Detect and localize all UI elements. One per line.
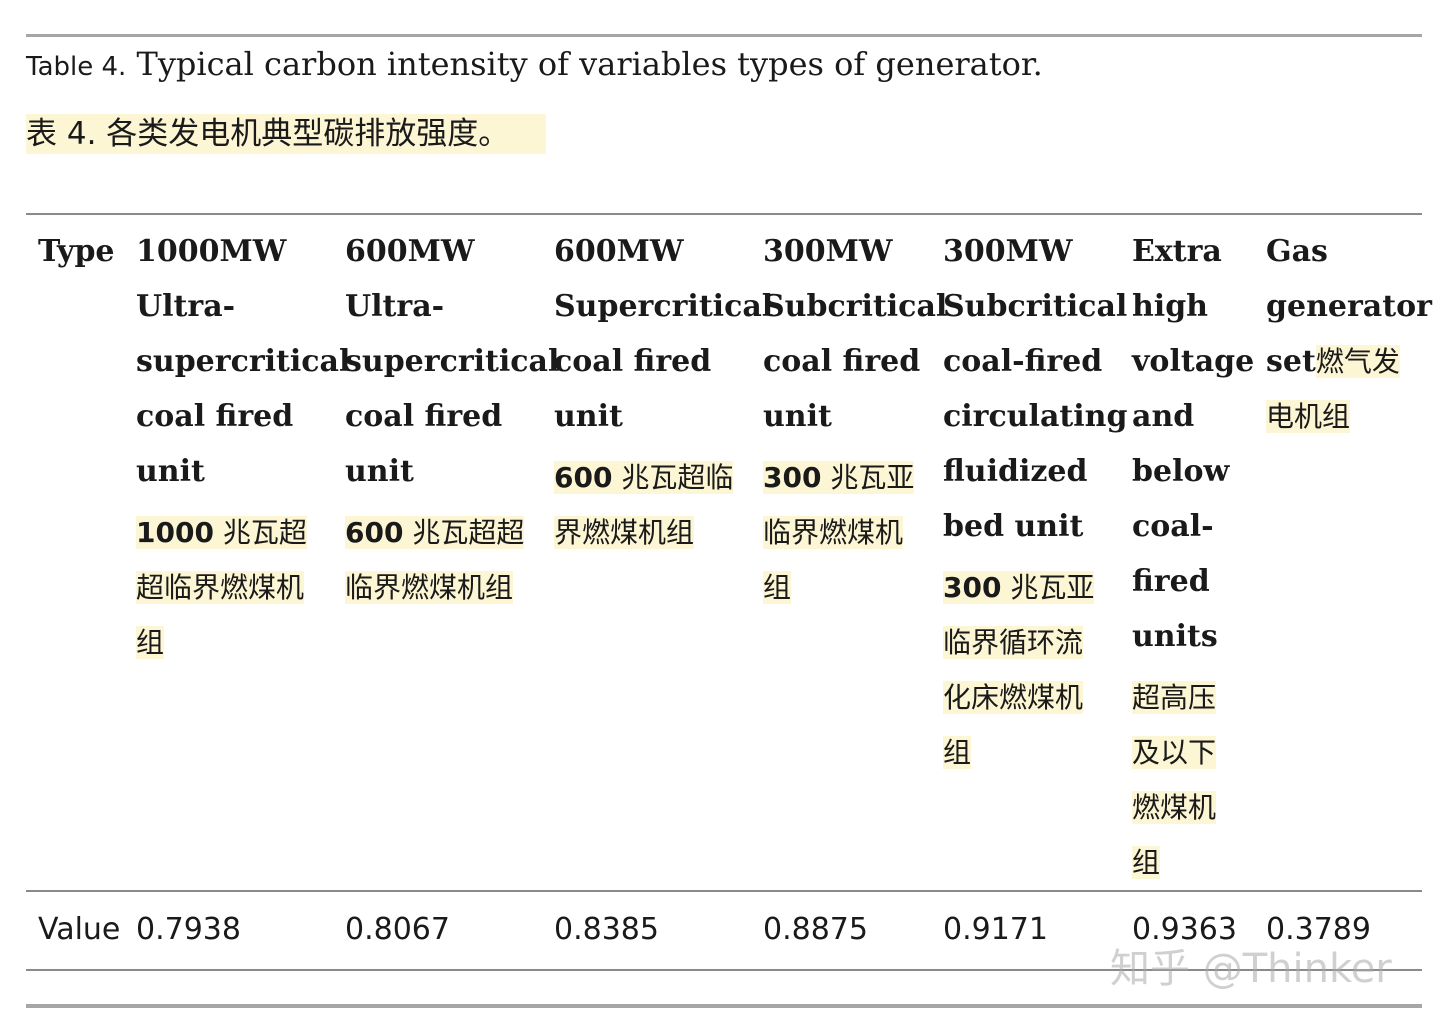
- header-col-3-line: coal fired: [554, 344, 712, 379]
- caption-label-cn: 表: [26, 116, 67, 152]
- value-cell: 0.8875: [763, 912, 868, 947]
- header-col-1-line: coal fired: [136, 399, 294, 434]
- header-col-2-line: Ultra-: [345, 289, 445, 324]
- top-rule: [26, 34, 1422, 37]
- header-col-5-line: bed unit: [943, 509, 1084, 544]
- header-col-1-line: supercritical: [136, 344, 351, 379]
- header-col-5-line: fluidized: [943, 454, 1088, 489]
- value-cell: 0.9363: [1132, 912, 1237, 947]
- header-col-6-line: high: [1132, 289, 1208, 324]
- header-col-4-cn-text: 兆瓦亚临界燃煤机组: [763, 461, 915, 604]
- header-col-1-cn: 1000 兆瓦超超临界燃煤机组: [136, 516, 307, 659]
- header-col-4-cn: 300 兆瓦亚临界燃煤机组: [763, 461, 915, 604]
- header-col-5: 300MW Subcritical coal-fired circulating…: [943, 224, 1128, 780]
- watermark: 知乎 @Thinker: [1110, 946, 1392, 992]
- header-col-5-line: coal-fired: [943, 344, 1103, 379]
- header-col-4-line: Subcritical: [763, 289, 948, 324]
- header-col-3: 600MW Supercritical coal fired unit 600 …: [554, 224, 774, 560]
- header-col-2-line: unit: [345, 454, 414, 489]
- header-col-7-line: generator: [1266, 289, 1432, 324]
- header-col-1: 1000MW Ultra- supercritical coal fired u…: [136, 224, 351, 670]
- header-col-3-cn-num: 600: [554, 461, 613, 494]
- header-col-6-line: Extra: [1132, 234, 1222, 269]
- header-col-7-line: set燃气发: [1266, 334, 1416, 389]
- header-col-7-cn-rest: 电机组: [1266, 400, 1351, 433]
- header-col-3-line: 600MW: [554, 234, 684, 269]
- header-col-6-line: below: [1132, 454, 1230, 489]
- header-col-6-line: fired: [1132, 564, 1210, 599]
- caption-label: Table 4.: [26, 52, 127, 82]
- header-col-6-line: voltage: [1132, 344, 1255, 379]
- header-col-5-cn-text: 兆瓦亚临界循环流化床燃煤机组: [943, 571, 1095, 769]
- header-col-4-line: coal fired: [763, 344, 921, 379]
- table-body-rule: [26, 890, 1422, 892]
- table-caption-en: Table 4. Typical carbon intensity of var…: [26, 42, 1043, 89]
- header-col-5-line: 300MW: [943, 234, 1073, 269]
- header-col-7-line: Gas: [1266, 234, 1328, 269]
- header-col-3-line: Supercritical: [554, 289, 774, 324]
- value-cell: 0.3789: [1266, 912, 1371, 947]
- table-caption-cn: 表 4. 各类发电机典型碳排放强度。: [26, 114, 546, 154]
- caption-title-en: Typical carbon intensity of variables ty…: [126, 45, 1043, 83]
- caption-title-cn: 各类发电机典型碳排放强度。: [96, 116, 510, 152]
- header-col-4: 300MW Subcritical coal fired unit 300 兆瓦…: [763, 224, 948, 615]
- header-col-3-cn-text: 兆瓦超临界燃煤机组: [554, 461, 734, 549]
- header-col-1-line: unit: [136, 454, 205, 489]
- header-col-1-cn-text: 兆瓦超超临界燃煤机组: [136, 516, 307, 659]
- header-col-7-line-text: set: [1266, 344, 1316, 379]
- value-cell: 0.7938: [136, 912, 241, 947]
- value-cell: 0.8067: [345, 912, 450, 947]
- header-col-2-line: coal fired: [345, 399, 503, 434]
- header-col-2: 600MW Ultra- supercritical coal fired un…: [345, 224, 560, 615]
- header-col-7-cn-inline: 燃气发: [1315, 345, 1400, 378]
- header-col-1-line: 1000MW: [136, 234, 287, 269]
- header-type-label: Type: [38, 234, 115, 269]
- header-col-2-cn-text: 兆瓦超超临界燃煤机组: [345, 516, 525, 604]
- value-cell: 0.8385: [554, 912, 659, 947]
- header-col-6-cn: 超高压及以下燃煤机组: [1132, 681, 1217, 879]
- header-col-2-line: 600MW: [345, 234, 475, 269]
- header-col-4-line: unit: [763, 399, 832, 434]
- header-col-2-cn-num: 600: [345, 516, 404, 549]
- header-col-3-line: unit: [554, 399, 623, 434]
- header-col-4-cn-num: 300: [763, 461, 822, 494]
- header-col-5-cn-num: 300: [943, 571, 1002, 604]
- value-label: Value: [38, 912, 121, 947]
- table-header-rule: [26, 213, 1422, 215]
- header-col-5-cn: 300 兆瓦亚临界循环流化床燃煤机组: [943, 571, 1095, 769]
- header-col-6-line: and: [1132, 399, 1195, 434]
- header-col-6-line: coal-: [1132, 509, 1214, 544]
- header-col-5-line: Subcritical: [943, 289, 1128, 324]
- header-col-1-line: Ultra-: [136, 289, 236, 324]
- header-type: Type: [38, 224, 115, 279]
- table-end-rule: [26, 969, 1422, 971]
- header-col-6: Extra high voltage and below coal- fired…: [1132, 224, 1255, 890]
- bottom-rule: [26, 1004, 1422, 1008]
- header-col-7-line: 电机组: [1266, 389, 1416, 444]
- header-col-1-cn-num: 1000: [136, 516, 214, 549]
- header-col-3-cn: 600 兆瓦超临界燃煤机组: [554, 461, 734, 549]
- header-col-7: Gas generator set燃气发 电机组: [1266, 224, 1432, 444]
- header-col-6-line: units: [1132, 619, 1218, 654]
- caption-num-cn: 4.: [66, 116, 97, 152]
- header-col-2-cn: 600 兆瓦超超临界燃煤机组: [345, 516, 525, 604]
- header-col-5-line: circulating: [943, 399, 1128, 434]
- header-col-6-cn-text: 超高压及以下燃煤机组: [1132, 681, 1217, 879]
- header-col-2-line: supercritical: [345, 344, 560, 379]
- value-cell: 0.9171: [943, 912, 1048, 947]
- header-col-4-line: 300MW: [763, 234, 893, 269]
